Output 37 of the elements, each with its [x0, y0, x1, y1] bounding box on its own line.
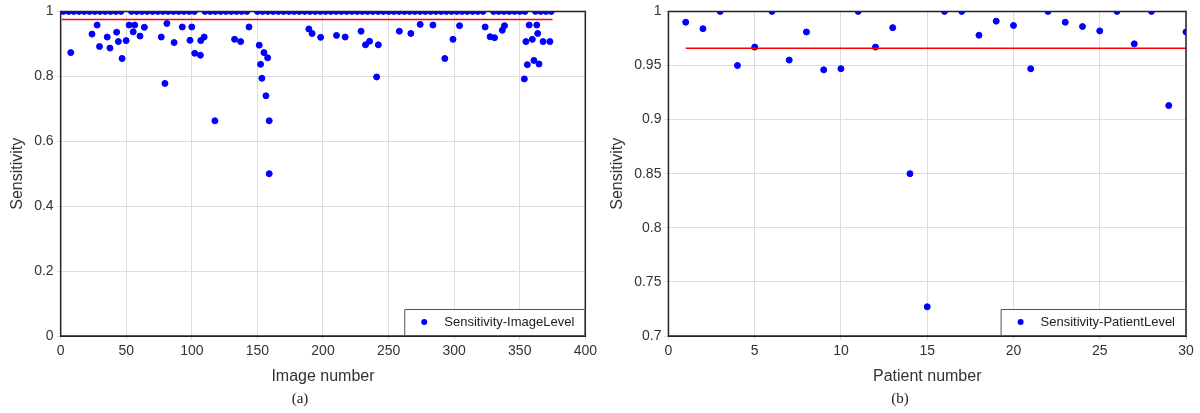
x-tick-label: 300 [442, 342, 467, 359]
y-axis-title: Sensitivity [608, 137, 626, 210]
x-tick-label: 5 [750, 342, 759, 359]
x-tick-label: 20 [1005, 342, 1022, 359]
x-tick-label: 400 [573, 342, 598, 359]
x-tick-label: 0 [664, 342, 673, 359]
y-axis-title: Sensitivity [8, 137, 26, 210]
x-tick-label: 10 [833, 342, 849, 359]
y-tick-label: 0.9 [641, 110, 662, 127]
y-tick-label: 1 [45, 2, 54, 19]
x-tick-label: 250 [376, 342, 401, 359]
y-tick-label: 0 [45, 326, 54, 343]
y-tick-label: 0.2 [34, 261, 54, 278]
x-tick-label: 200 [311, 342, 335, 359]
y-tick-label: 0.4 [34, 197, 54, 214]
x-tick-label: 50 [118, 342, 135, 359]
y-tick-label: 0.7 [641, 326, 662, 343]
x-tick-label: 25 [1091, 342, 1108, 359]
x-tick-label: 100 [180, 342, 204, 359]
x-axis-title: Patient number [872, 366, 983, 384]
x-axis-title: Image number [271, 366, 376, 384]
x-tick-label: 350 [508, 342, 532, 359]
y-tick-label: 0.85 [634, 164, 662, 181]
y-tick-label: 0.95 [634, 56, 662, 73]
y-tick-label: 0.75 [634, 272, 662, 289]
legend-label: Sensitivity-PatientLevel [1040, 313, 1176, 329]
y-tick-label: 1 [653, 2, 662, 19]
y-tick-label: 0.6 [34, 132, 54, 149]
x-tick-label: 15 [919, 342, 936, 359]
y-tick-label: 0.8 [641, 218, 662, 235]
legend-label: Sensitivity-ImageLevel [444, 313, 575, 329]
x-tick-label: 0 [56, 342, 65, 359]
x-tick-label: 150 [245, 342, 270, 359]
x-tick-label: 30 [1178, 342, 1194, 359]
y-tick-label: 0.8 [34, 67, 54, 84]
text: (b) [890, 390, 910, 407]
text: (a) [290, 390, 310, 407]
